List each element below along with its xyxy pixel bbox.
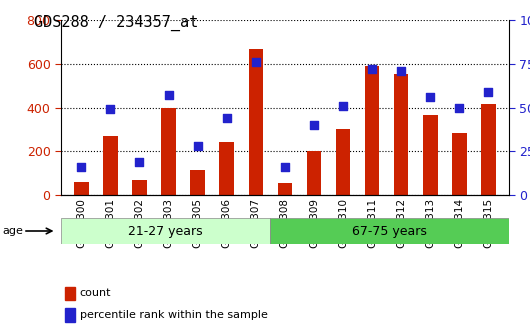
Text: 67-75 years: 67-75 years — [352, 224, 427, 238]
Bar — [307, 151, 321, 195]
Bar — [65, 308, 75, 322]
Point — [339, 103, 347, 109]
Bar — [65, 287, 75, 300]
Bar — [132, 179, 147, 195]
Bar — [74, 182, 89, 195]
Point — [426, 94, 435, 100]
Text: count: count — [80, 288, 111, 298]
Point — [252, 59, 260, 65]
Point — [368, 67, 376, 72]
Bar — [270, 218, 509, 244]
Bar — [452, 133, 466, 195]
Point — [281, 164, 289, 170]
Bar — [161, 108, 176, 195]
Point — [397, 68, 405, 74]
Text: GDS288 / 234357_at: GDS288 / 234357_at — [34, 15, 199, 31]
Point — [310, 122, 318, 128]
Bar — [219, 142, 234, 195]
Bar — [394, 74, 409, 195]
Text: 21-27 years: 21-27 years — [128, 224, 203, 238]
Point — [455, 105, 464, 110]
Bar — [423, 115, 438, 195]
Text: percentile rank within the sample: percentile rank within the sample — [80, 310, 268, 320]
Point — [193, 143, 202, 149]
Point — [77, 164, 85, 170]
Bar — [365, 66, 379, 195]
Bar — [190, 170, 205, 195]
Bar — [249, 49, 263, 195]
Point — [223, 115, 231, 121]
Bar — [103, 136, 118, 195]
Bar — [481, 104, 496, 195]
Point — [164, 93, 173, 98]
Text: age: age — [3, 226, 23, 236]
Point — [484, 89, 493, 94]
Point — [135, 159, 144, 164]
Bar — [61, 218, 270, 244]
Bar — [278, 183, 292, 195]
Point — [106, 107, 114, 112]
Bar — [336, 129, 350, 195]
